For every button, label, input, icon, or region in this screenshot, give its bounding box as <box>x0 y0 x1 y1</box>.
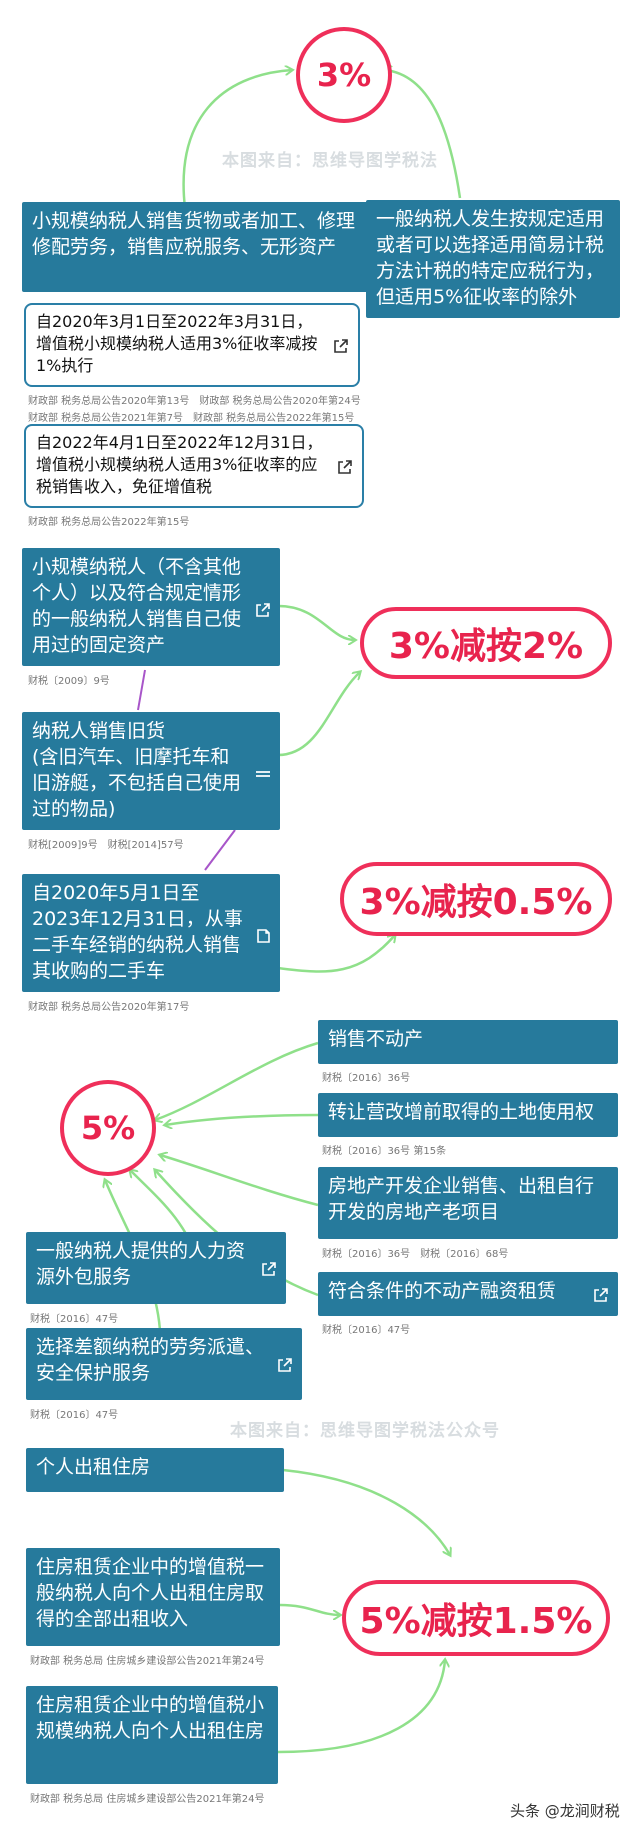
small-taxpayer-box[interactable]: 小规模纳税人销售货物或者加工、修理修配劳务，销售应税服务、无形资产 <box>22 202 380 292</box>
watermark-1: 本图来自：思维导图学税法 <box>222 151 438 171</box>
target-3-to-2: 3%减按2% <box>360 607 612 679</box>
menu-lines-icon[interactable] <box>254 764 272 782</box>
target-3-to-half: 3%减按0.5% <box>340 862 612 936</box>
external-link-icon[interactable] <box>592 1285 610 1303</box>
note-icon[interactable] <box>254 926 272 944</box>
external-link-icon[interactable] <box>254 600 272 618</box>
small-rental-sources: 财政部 税务总局 住房城乡建设部公告2021年第24号 <box>30 1794 265 1805</box>
note1-sources-row1: 财政部 税务总局公告2020年第13号 财政部 税务总局公告2020年第24号 <box>28 396 361 407</box>
general-taxpayer-box[interactable]: 一般纳税人发生按规定适用或者可以选择适用简易计税方法计税的特定应税行为，但适用5… <box>366 200 620 318</box>
old-project-box[interactable]: 房地产开发企业销售、出租自行开发的房地产老项目 <box>318 1167 618 1239</box>
watermark-2: 本图来自：思维导图学税法公众号 <box>230 1421 500 1441</box>
sell-real-estate-text: 销售不动产 <box>328 1028 424 1050</box>
sell-real-estate-box[interactable]: 销售不动产 <box>318 1020 618 1064</box>
financial-lease-box[interactable]: 符合条件的不动产融资租赁 <box>318 1272 618 1316</box>
old-project-text: 房地产开发企业销售、出租自行开发的房地产老项目 <box>328 1175 595 1223</box>
arrow-b3-to-515 <box>277 1660 445 1754</box>
used-goods-line2: (含旧汽车、旧摩托车和旧游艇，不包括自己使用过的物品) <box>32 746 242 820</box>
arrow-left-to-3 <box>182 70 292 209</box>
used-goods-line1: 纳税人销售旧货 <box>32 720 166 742</box>
external-link-icon[interactable] <box>276 1355 294 1373</box>
personal-rent-box[interactable]: 个人出租住房 <box>26 1448 284 1492</box>
arrow-r1-to-5 <box>155 1041 319 1120</box>
arrow-right-to-3 <box>385 70 462 199</box>
old-project-sources: 财税〔2016〕36号 财税〔2016〕68号 <box>322 1249 509 1260</box>
labor-dispatch-sources: 财税〔2016〕47号 <box>30 1410 119 1421</box>
land-use-right-sources: 财税〔2016〕36号 第15条 <box>322 1146 447 1157</box>
used-car-sources: 财政部 税务总局公告2020年第17号 <box>28 1002 190 1013</box>
fixed-asset-sources: 财税〔2009〕9号 <box>28 676 110 687</box>
personal-rent-text: 个人出租住房 <box>36 1456 151 1478</box>
small-taxpayer-text: 小规模纳税人销售货物或者加工、修理修配劳务，销售应税服务、无形资产 <box>32 210 356 258</box>
financial-lease-sources: 财税〔2016〕47号 <box>322 1325 411 1336</box>
general-rental-box[interactable]: 住房租赁企业中的增值税一般纳税人向个人出租住房取得的全部出租收入 <box>26 1548 280 1646</box>
land-use-right-box[interactable]: 转让营改增前取得的土地使用权 <box>318 1093 618 1137</box>
purple-link-2 <box>204 829 236 871</box>
general-taxpayer-text: 一般纳税人发生按规定适用或者可以选择适用简易计税方法计税的特定应税行为，但适用5… <box>376 208 605 308</box>
target-5-to-1-5-label: 5%减按1.5% <box>359 1601 593 1642</box>
small-rental-text: 住房租赁企业中的增值税小规模纳税人向个人出租住房 <box>36 1694 265 1742</box>
target-5-to-1-5: 5%减按1.5% <box>342 1580 610 1656</box>
used-goods-sources: 财税[2009]9号 财税[2014]57号 <box>28 840 184 851</box>
fixed-asset-box[interactable]: 小规模纳税人（不含其他个人）以及符合规定情形的一般纳税人销售自己使用过的固定资产 <box>22 548 280 666</box>
arrow-box1-to-32 <box>277 604 355 640</box>
center-3-percent: 3% <box>296 27 392 123</box>
labor-dispatch-text: 选择差额纳税的劳务派遣、安全保护服务 <box>36 1336 265 1384</box>
arrow-r2-to-5 <box>165 1113 319 1125</box>
note1-text: 自2020年3月1日至2022年3月31日，增值税小规模纳税人适用3%征收率减按… <box>36 312 318 375</box>
labor-dispatch-box[interactable]: 选择差额纳税的劳务派遣、安全保护服务 <box>26 1328 302 1400</box>
used-car-box[interactable]: 自2020年5月1日至2023年12月31日，从事二手车经销的纳税人销售其收购的… <box>22 874 280 992</box>
used-goods-box[interactable]: 纳税人销售旧货 (含旧汽车、旧摩托车和旧游艇，不包括自己使用过的物品) <box>22 712 280 830</box>
used-car-text: 自2020年5月1日至2023年12月31日，从事二手车经销的纳税人销售其收购的… <box>32 882 243 982</box>
note-reduce-1-percent[interactable]: 自2020年3月1日至2022年3月31日，增值税小规模纳税人适用3%征收率减按… <box>24 303 360 387</box>
arrow-b2-to-515 <box>279 1603 340 1615</box>
note1-sources-row2: 财政部 税务总局公告2021年第7号 财政部 税务总局公告2022年第15号 <box>28 413 355 424</box>
footer-credit: 头条 @龙涧财税 <box>510 1802 620 1820</box>
hr-outsourcing-box[interactable]: 一般纳税人提供的人力资源外包服务 <box>26 1232 286 1304</box>
general-rental-text: 住房租赁企业中的增值税一般纳税人向个人出租住房取得的全部出租收入 <box>36 1556 265 1630</box>
general-rental-sources: 财政部 税务总局 住房城乡建设部公告2021年第24号 <box>30 1656 265 1667</box>
target-3-to-2-label: 3%减按2% <box>388 626 584 667</box>
target-3-to-half-label: 3%减按0.5% <box>359 882 593 923</box>
hr-outsourcing-text: 一般纳税人提供的人力资源外包服务 <box>36 1240 246 1288</box>
note-exempt[interactable]: 自2022年4月1日至2022年12月31日，增值税小规模纳税人适用3%征收率的… <box>24 424 364 508</box>
fixed-asset-text: 小规模纳税人（不含其他个人）以及符合规定情形的一般纳税人销售自己使用过的固定资产 <box>32 556 242 656</box>
external-link-icon[interactable] <box>332 337 350 355</box>
center-5-percent: 5% <box>60 1080 156 1176</box>
hr-outsourcing-sources: 财税〔2016〕47号 <box>30 1314 119 1325</box>
sell-real-estate-sources: 财税〔2016〕36号 <box>322 1073 411 1084</box>
arrow-box2-to-32 <box>277 672 360 757</box>
arrow-box-to-305 <box>277 935 395 973</box>
external-link-icon[interactable] <box>260 1259 278 1277</box>
note2-sources: 财政部 税务总局公告2022年第15号 <box>28 517 190 528</box>
arrow-r3-to-5 <box>160 1155 319 1207</box>
center-5-label: 5% <box>80 1109 136 1147</box>
arrow-b1-to-515 <box>282 1468 450 1555</box>
external-link-icon[interactable] <box>336 458 354 476</box>
note2-text: 自2022年4月1日至2022年12月31日，增值税小规模纳税人适用3%征收率的… <box>36 433 323 496</box>
financial-lease-text: 符合条件的不动产融资租赁 <box>328 1280 557 1302</box>
purple-link-1 <box>137 669 146 711</box>
land-use-right-text: 转让营改增前取得的土地使用权 <box>328 1101 595 1123</box>
small-rental-box[interactable]: 住房租赁企业中的增值税小规模纳税人向个人出租住房 <box>26 1686 278 1784</box>
center-3-label: 3% <box>316 56 372 94</box>
